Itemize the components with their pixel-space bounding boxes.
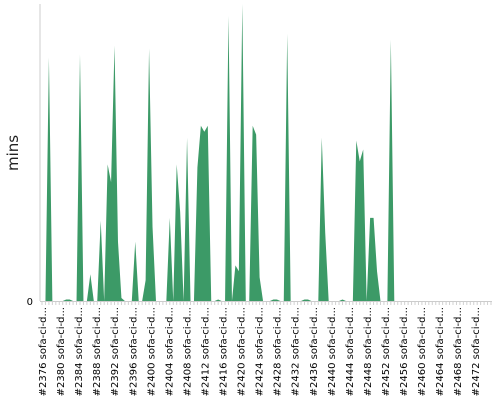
x-tick-label: #2416 sofa-ci-d... [219, 307, 230, 396]
x-tick-label: #2468 sofa-ci-d... [453, 307, 464, 396]
x-tick-label: #2428 sofa-ci-d... [273, 307, 284, 396]
x-tick-label: #2444 sofa-ci-d... [345, 307, 356, 396]
x-tick-label: #2452 sofa-ci-d... [381, 307, 392, 396]
x-tick-labels: #2376 sofa-ci-d... #2380 sofa-ci-d... #238… [38, 307, 482, 396]
x-tick-label: #2408 sofa-ci-d... [182, 307, 193, 396]
x-tick-label: #2384 sofa-ci-d... [74, 307, 85, 396]
x-tick-label: #2424 sofa-ci-d... [255, 307, 266, 396]
y-axis-label: mins [4, 135, 22, 171]
x-tick-label: #2432 sofa-ci-d... [291, 307, 302, 396]
x-minor-ticks [41, 302, 492, 305]
x-tick-label: #2448 sofa-ci-d... [363, 307, 374, 396]
x-tick-label: #2396 sofa-ci-d... [128, 307, 139, 396]
x-tick-label: #2376 sofa-ci-d... [38, 307, 49, 396]
x-tick-label: #2440 sofa-ci-d... [327, 307, 338, 396]
x-tick-label: #2460 sofa-ci-d... [417, 307, 428, 396]
x-tick-label: #2380 sofa-ci-d... [56, 307, 67, 396]
duration-area [42, 4, 491, 301]
x-tick-label: #2464 sofa-ci-d... [435, 307, 446, 396]
x-tick-label: #2420 sofa-ci-d... [237, 307, 248, 396]
x-tick-label: #2400 sofa-ci-d... [146, 307, 157, 396]
x-tick-label: #2412 sofa-ci-d... [200, 307, 211, 396]
x-tick-label: #2472 sofa-ci-d... [471, 307, 482, 396]
x-tick-label: #2392 sofa-ci-d... [110, 307, 121, 396]
x-tick-label: #2388 sofa-ci-d... [92, 307, 103, 396]
x-tick-label: #2456 sofa-ci-d... [399, 307, 410, 396]
y-tick-label-0: 0 [27, 297, 33, 308]
x-tick-label: #2436 sofa-ci-d... [309, 307, 320, 396]
x-tick-label: #2404 sofa-ci-d... [164, 307, 175, 396]
